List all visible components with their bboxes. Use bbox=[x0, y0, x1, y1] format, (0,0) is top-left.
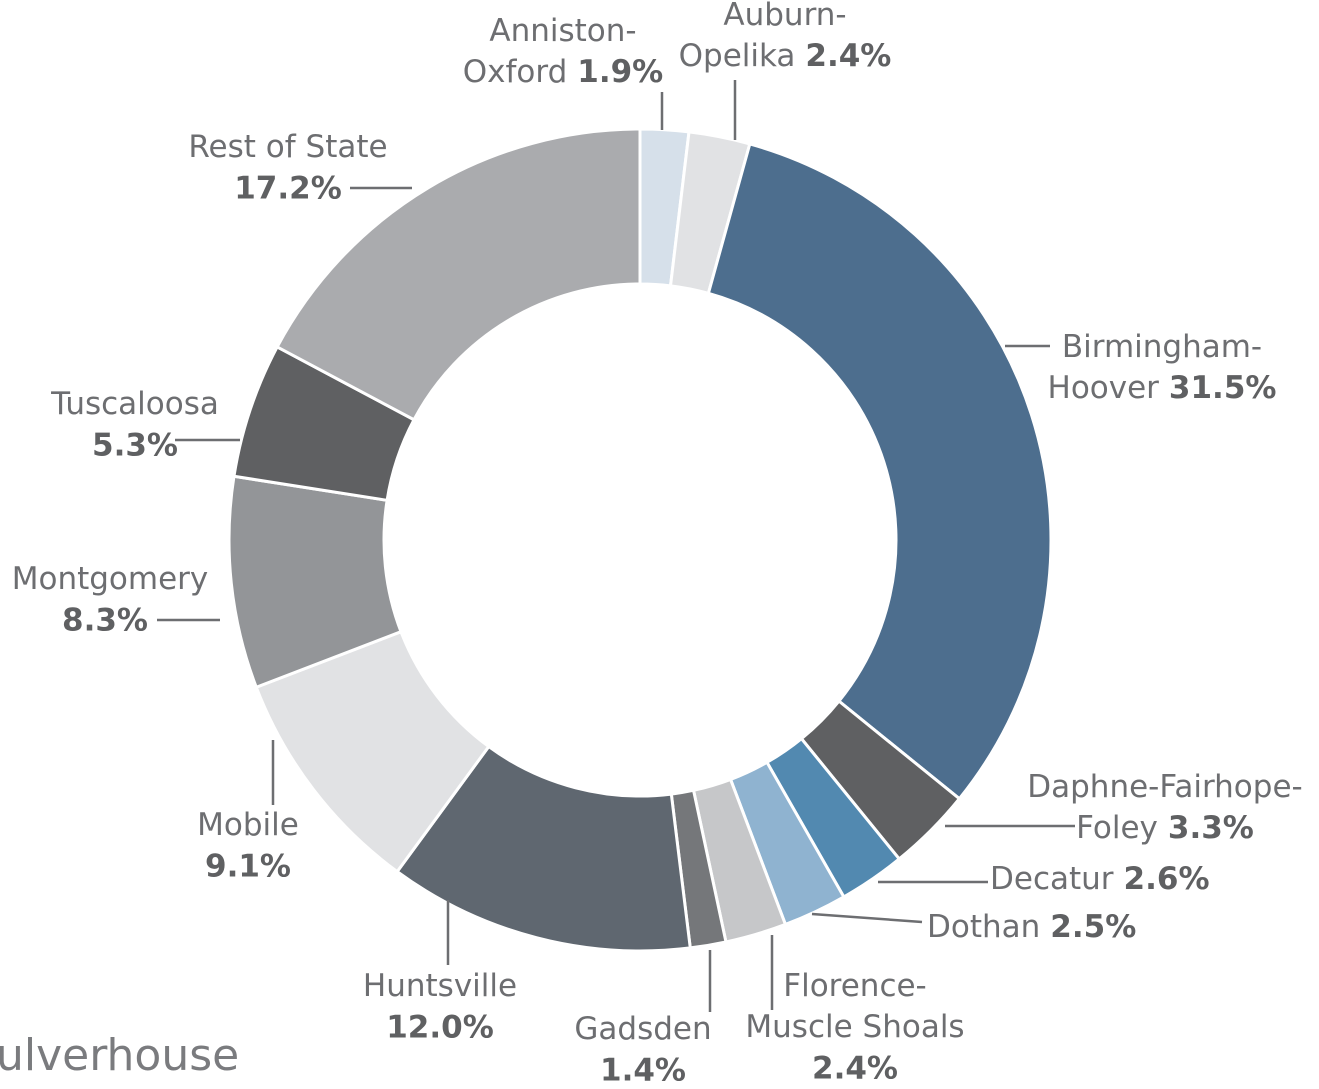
slice bbox=[275, 127, 642, 422]
category-name: Decatur bbox=[990, 861, 1114, 897]
value-label: 2.5% bbox=[1050, 909, 1136, 945]
slice-label: Anniston- bbox=[489, 13, 636, 49]
slice-label: Tuscaloosa bbox=[50, 386, 219, 422]
slice-label: Huntsville bbox=[363, 968, 517, 1004]
slice-label: Auburn- bbox=[723, 0, 846, 33]
category-name: Gadsden bbox=[574, 1011, 711, 1047]
category-name: Oxford bbox=[463, 54, 568, 90]
value-label: 3.3% bbox=[1168, 810, 1254, 846]
value-label: 1.4% bbox=[600, 1053, 686, 1089]
slice-label: Oxford 1.9% bbox=[463, 54, 664, 90]
leader-line bbox=[811, 912, 923, 924]
slice-label: Foley 3.3% bbox=[1076, 810, 1254, 846]
slice-label: Decatur 2.6% bbox=[990, 861, 1210, 897]
slice-label: Dothan 2.5% bbox=[927, 909, 1136, 945]
category-name: Foley bbox=[1076, 810, 1158, 846]
slice-label: Gadsden bbox=[574, 1011, 711, 1047]
slice-label: Muscle Shoals bbox=[745, 1009, 964, 1045]
slice-label: Daphne-Fairhope- bbox=[1027, 769, 1302, 805]
category-name: Daphne-Fairhope- bbox=[1027, 769, 1302, 805]
category-name: Anniston- bbox=[489, 13, 636, 49]
slice-label: Mobile bbox=[197, 807, 299, 843]
slice-label: Rest of State bbox=[188, 129, 387, 165]
category-name: Huntsville bbox=[363, 968, 517, 1004]
slice-label: Florence- bbox=[783, 968, 927, 1004]
category-name: Rest of State bbox=[188, 129, 387, 165]
category-name: Birmingham- bbox=[1062, 329, 1262, 365]
slice-label: Hoover 31.5% bbox=[1048, 370, 1277, 406]
value-label: 2.4% bbox=[812, 1051, 898, 1087]
value-label: 5.3% bbox=[92, 428, 178, 464]
value-label: 17.2% bbox=[234, 171, 342, 207]
category-name: Auburn- bbox=[723, 0, 846, 33]
value-label: 1.9% bbox=[577, 54, 663, 90]
value-label: 9.1% bbox=[205, 849, 291, 885]
category-name: Montgomery bbox=[12, 561, 209, 597]
category-name: Dothan bbox=[927, 909, 1040, 945]
category-name: Hoover bbox=[1048, 370, 1160, 406]
category-name: Tuscaloosa bbox=[50, 386, 219, 422]
watermark: ulverhouse bbox=[0, 1030, 239, 1081]
slice-label: Opelika 2.4% bbox=[679, 38, 892, 74]
value-label: 31.5% bbox=[1169, 370, 1277, 406]
value-label: 2.4% bbox=[805, 38, 891, 74]
slice-label: Montgomery bbox=[12, 561, 209, 597]
value-label: 8.3% bbox=[62, 603, 148, 639]
slice-label: Birmingham- bbox=[1062, 329, 1262, 365]
value-label: 2.6% bbox=[1124, 861, 1210, 897]
category-name: Opelika bbox=[679, 38, 796, 74]
value-label: 12.0% bbox=[386, 1010, 494, 1046]
category-name: Florence- bbox=[783, 968, 927, 1004]
category-name: Mobile bbox=[197, 807, 299, 843]
category-name: Muscle Shoals bbox=[745, 1009, 964, 1045]
slice bbox=[706, 142, 1053, 801]
